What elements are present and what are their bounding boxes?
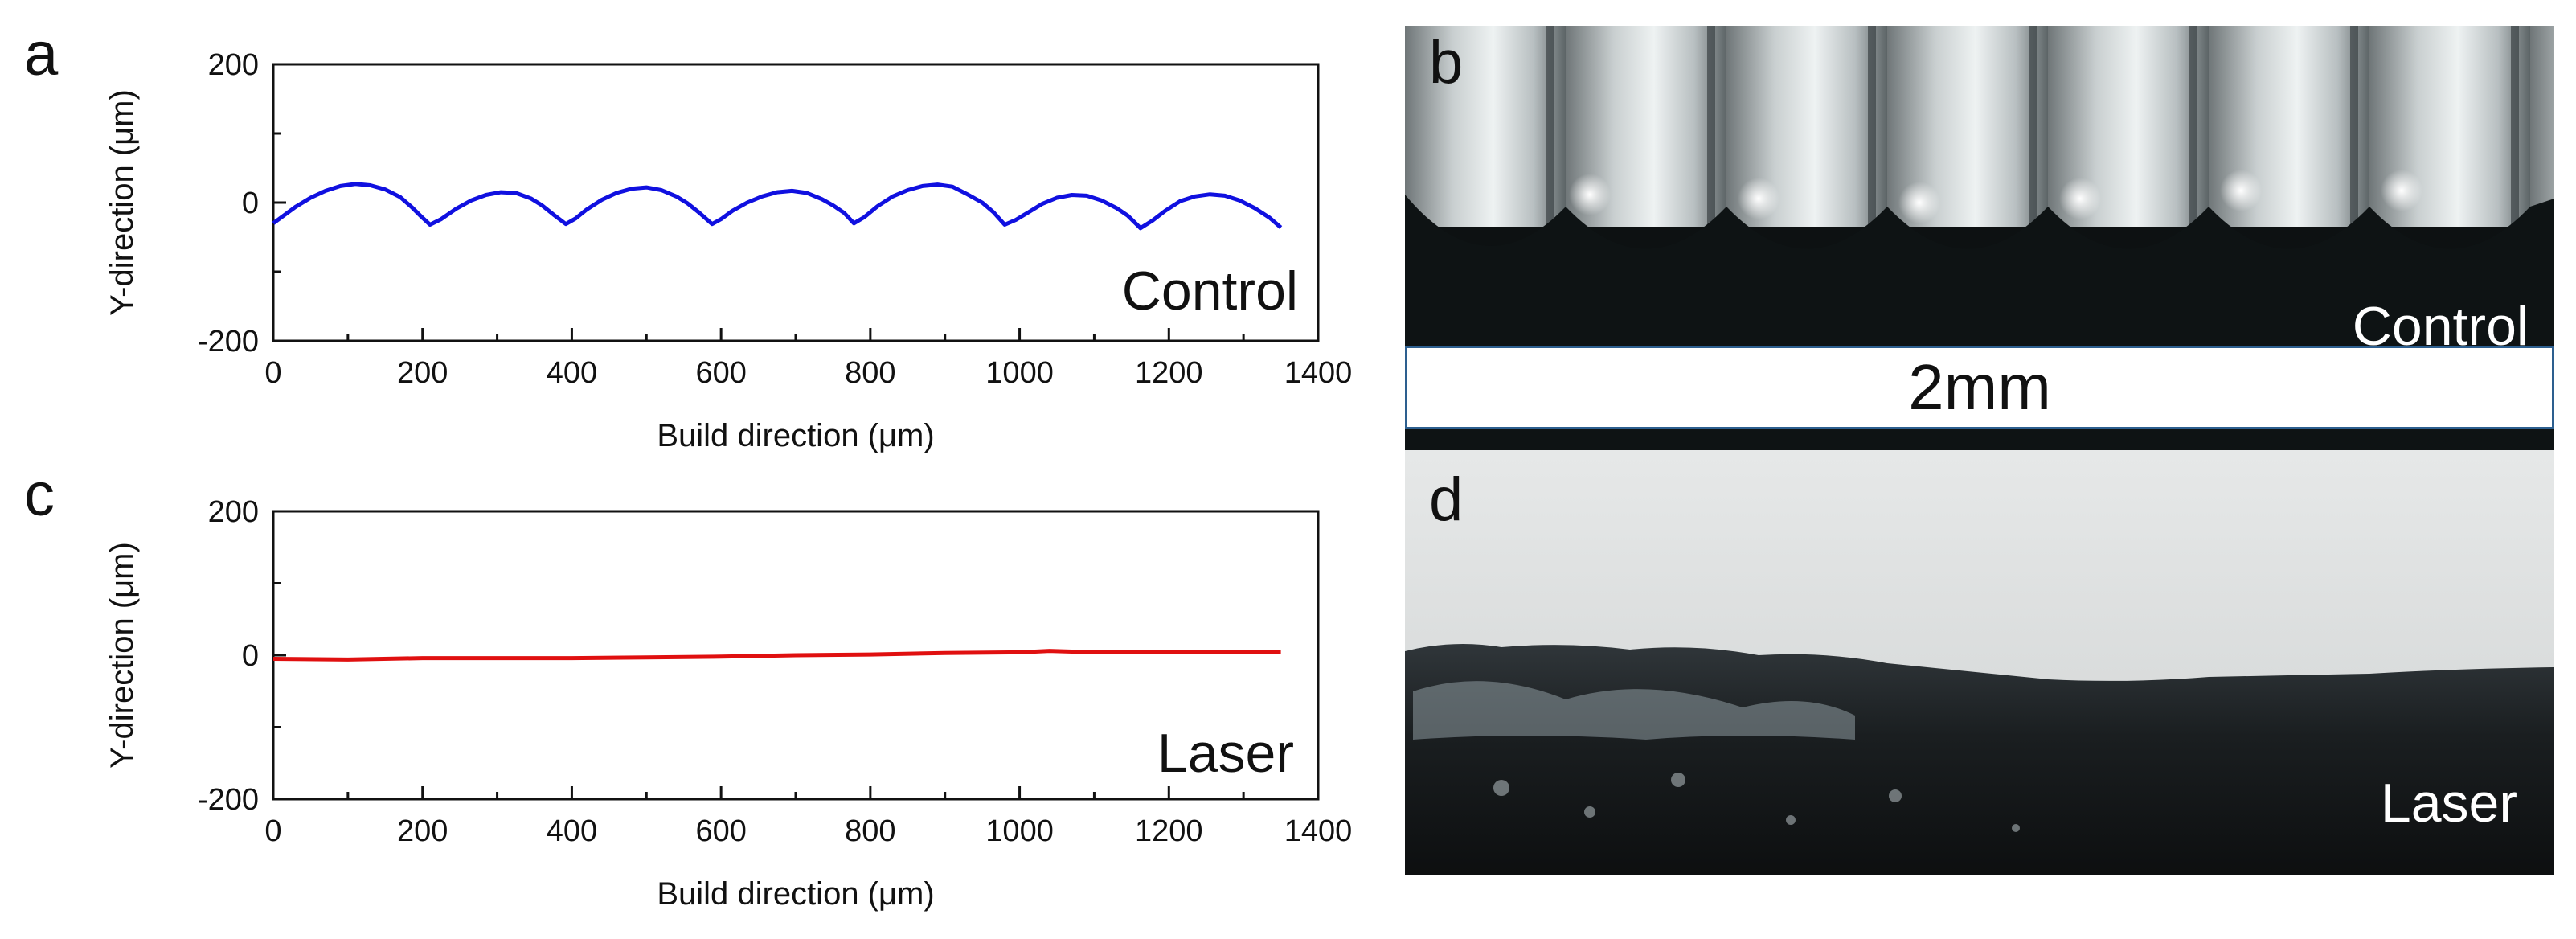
photo-laser-image (1405, 450, 2554, 875)
x-tick-label: 400 (547, 356, 597, 390)
chart-laser: 0 200 400 600 800 1000 1200 1400 200 0 -200 Build d… (0, 466, 1382, 939)
scale-bar: 2mm (1405, 346, 2554, 429)
y-tick-label: -200 (198, 783, 259, 817)
y-tick-label: 0 (242, 639, 259, 673)
x-tick-label: 1400 (1284, 814, 1353, 848)
x-tick-label: 0 (264, 814, 281, 848)
inset-label: Control (1122, 260, 1298, 322)
x-axis-label: Build direction (μm) (657, 876, 934, 912)
x-tick-label: 800 (845, 356, 895, 390)
y-tick-label: -200 (198, 325, 259, 359)
x-tick-label: 0 (264, 356, 281, 390)
panel-letter-d: d (1429, 465, 1464, 534)
panel-letter-c: c (24, 461, 55, 529)
y-tick-label: 200 (208, 48, 259, 82)
y-axis-label: Y-direction (μm) (104, 89, 140, 316)
photo-laser-label: Laser (2380, 773, 2517, 834)
x-tick-label: 600 (695, 814, 746, 848)
x-tick-label: 1200 (1135, 814, 1203, 848)
x-tick-label: 400 (547, 814, 597, 848)
photo-laser: Laser (1405, 450, 2554, 875)
x-tick-label: 800 (845, 814, 895, 848)
panel-letter-b: b (1429, 28, 1464, 96)
x-tick-label: 200 (397, 356, 448, 390)
x-tick-label: 1400 (1284, 356, 1353, 390)
y-tick-label: 0 (242, 187, 259, 220)
x-tick-label: 600 (695, 356, 746, 390)
x-tick-label: 1000 (985, 356, 1054, 390)
inset-label: Laser (1157, 723, 1294, 784)
series-line (272, 182, 1283, 231)
panel-letter-a: a (24, 20, 59, 88)
y-axis-label: Y-direction (μm) (104, 542, 140, 769)
x-tick-label: 1000 (985, 814, 1054, 848)
chart-control: 0 200 400 600 800 1000 1200 1400 200 0 -200 Build d… (0, 0, 1382, 466)
x-tick-label: 1200 (1135, 356, 1203, 390)
series-line (272, 649, 1281, 662)
x-tick-label: 200 (397, 814, 448, 848)
x-axis-label: Build direction (μm) (657, 418, 934, 453)
y-tick-label: 200 (208, 495, 259, 529)
